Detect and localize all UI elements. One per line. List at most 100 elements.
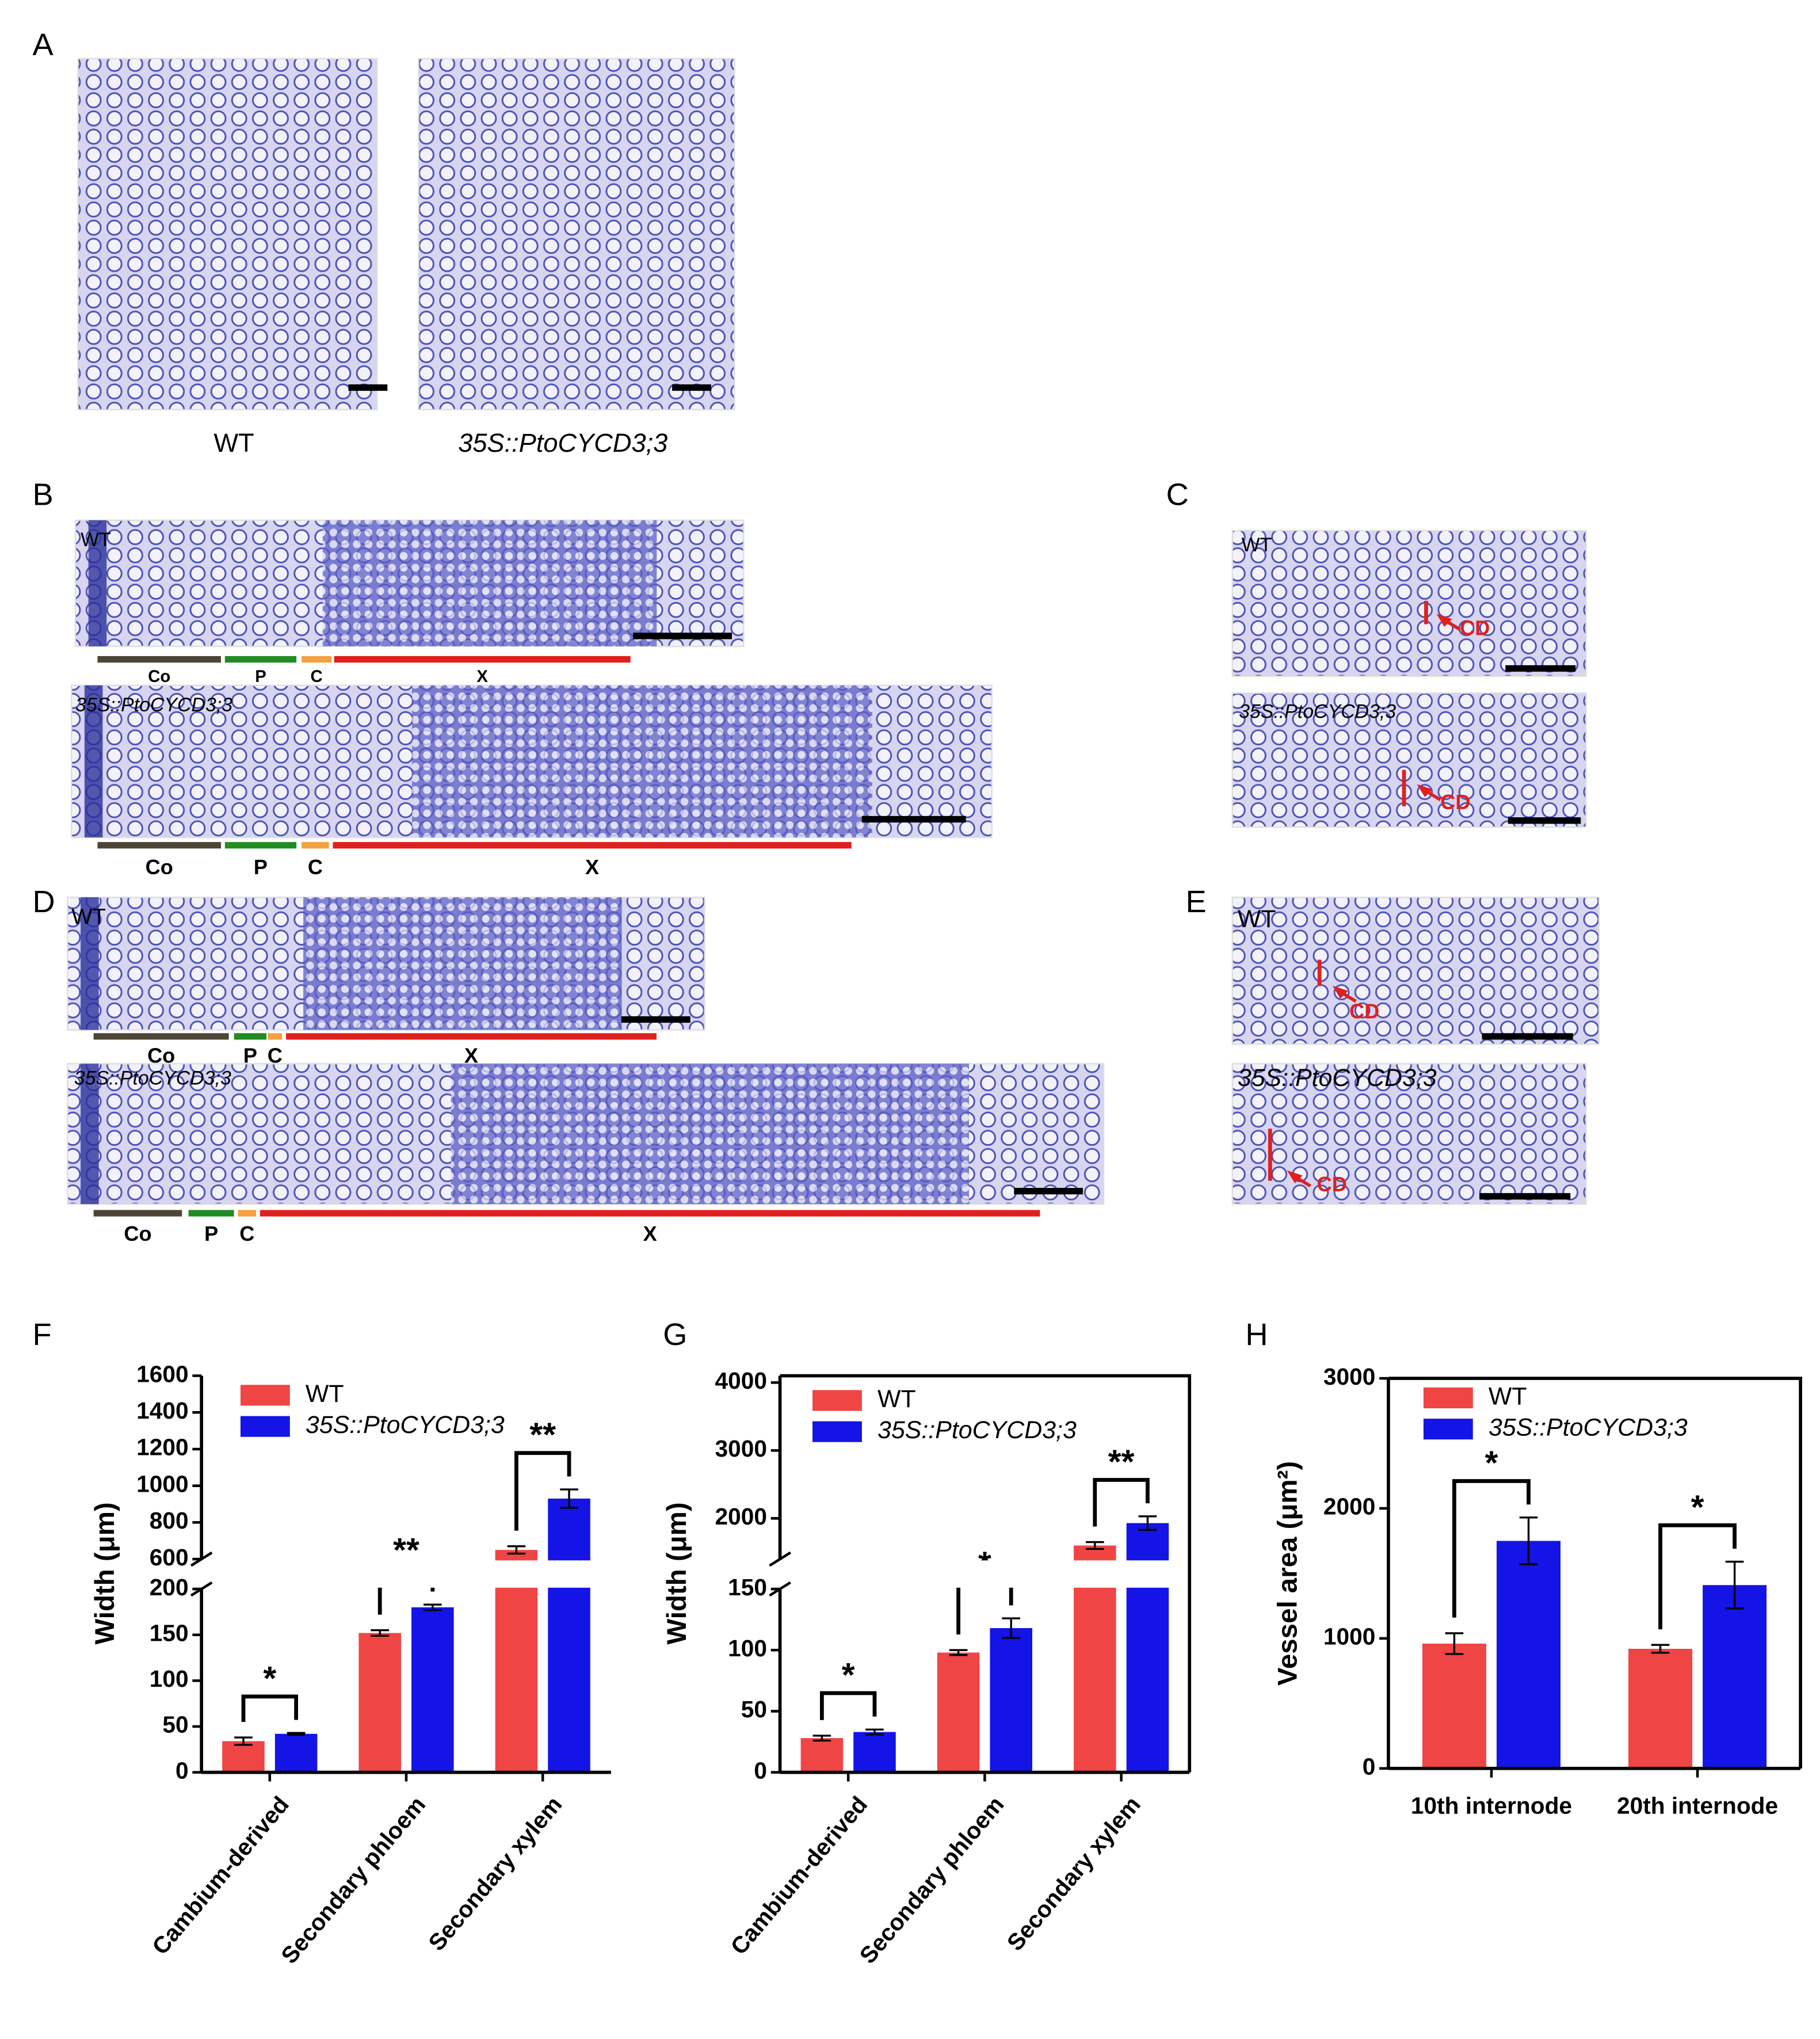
y-axis-label: Vessel area (μm²) bbox=[1273, 1461, 1303, 1686]
cd-arrow-shaft bbox=[1342, 992, 1357, 1003]
legend-label: WT bbox=[1489, 1382, 1527, 1410]
significance-bracket bbox=[1658, 1523, 1737, 1630]
y-tick-label: 50 bbox=[162, 1712, 188, 1738]
x-tick-label: Secondary phloem bbox=[854, 1791, 1009, 1968]
image-label: 35S::PtoCYCD3;3 bbox=[458, 428, 667, 458]
error-bar bbox=[560, 1488, 578, 1509]
panel-label: H bbox=[1245, 1317, 1268, 1352]
zone-label: C bbox=[311, 667, 323, 686]
cortex-strip bbox=[88, 520, 107, 647]
x-tick-label: Cambium-derived bbox=[147, 1791, 294, 1960]
legend-swatch bbox=[240, 1416, 290, 1437]
bar bbox=[1497, 1541, 1561, 1769]
error-bar bbox=[949, 1649, 968, 1656]
axis-break-gap bbox=[766, 1560, 1192, 1588]
y-tick-label: 2000 bbox=[1323, 1493, 1375, 1520]
image-label: WT bbox=[71, 904, 106, 929]
y-tick-label: 0 bbox=[754, 1757, 767, 1783]
y-tick-label: 1200 bbox=[136, 1434, 188, 1461]
error-bar bbox=[1138, 1515, 1157, 1531]
y-tick-label: 0 bbox=[175, 1757, 189, 1783]
significance-bracket bbox=[956, 1580, 1013, 1635]
cd-arrow bbox=[1332, 985, 1348, 999]
bar bbox=[937, 1652, 980, 1773]
significance-label: * bbox=[842, 1656, 855, 1694]
y-tick-label: 200 bbox=[150, 1574, 189, 1600]
error-bar bbox=[1725, 1560, 1744, 1610]
significance-label: ** bbox=[529, 1416, 556, 1454]
plot-frame bbox=[1388, 1377, 1802, 1769]
image-label: 35S::PtoCYCD3;3 bbox=[1239, 700, 1396, 722]
bar bbox=[548, 1498, 590, 1773]
significance-bracket bbox=[241, 1694, 298, 1722]
image-label: WT bbox=[1242, 534, 1272, 556]
panel-label: D bbox=[32, 885, 55, 919]
y-tick-label: 0 bbox=[1363, 1754, 1376, 1780]
error-bar bbox=[371, 1629, 390, 1637]
error-bar bbox=[865, 1728, 884, 1736]
y-tick-label: 3000 bbox=[715, 1435, 767, 1462]
zone-label: X bbox=[464, 1044, 478, 1068]
micrograph bbox=[1231, 1063, 1587, 1205]
cd-arrow-shaft bbox=[1296, 1176, 1311, 1188]
legend-swatch bbox=[1423, 1419, 1473, 1440]
zone-label: Co bbox=[147, 1044, 175, 1068]
micrograph bbox=[1231, 692, 1587, 828]
micrograph bbox=[77, 58, 378, 411]
micrograph bbox=[418, 58, 735, 411]
x-tick-label: 10th internode bbox=[1411, 1792, 1572, 1819]
y-tick-label: 100 bbox=[728, 1635, 767, 1661]
y-tick-label: 150 bbox=[728, 1574, 767, 1600]
x-tick-label: Secondary xylem bbox=[423, 1791, 567, 1956]
image-label: 35S::PtoCYCD3;3 bbox=[1238, 1064, 1437, 1092]
zone-label: P bbox=[204, 1222, 218, 1245]
error-bar bbox=[1002, 1617, 1021, 1639]
significance-label: * bbox=[1691, 1489, 1704, 1526]
significance-bracket bbox=[1452, 1479, 1531, 1618]
cd-arrow bbox=[1287, 1170, 1303, 1184]
image-label: CD bbox=[1317, 1172, 1347, 1196]
error-bar bbox=[507, 1545, 526, 1555]
zone-label: P bbox=[254, 855, 268, 879]
significance-label: * bbox=[263, 1660, 276, 1697]
legend-label: 35S::PtoCYCD3;3 bbox=[1489, 1414, 1688, 1442]
cd-arrow bbox=[1436, 613, 1452, 627]
legend-swatch bbox=[1423, 1387, 1473, 1409]
y-axis-label: Width (μm) bbox=[662, 1502, 692, 1644]
cd-arrow-shaft bbox=[1446, 620, 1461, 631]
image-label: CD bbox=[1460, 616, 1490, 639]
x-tick-label: Cambium-derived bbox=[725, 1791, 872, 1960]
y-tick-label: 150 bbox=[150, 1619, 189, 1646]
significance-label: * bbox=[1485, 1445, 1498, 1482]
bar bbox=[358, 1633, 401, 1773]
significance-label: ** bbox=[1108, 1443, 1135, 1481]
zone-label: C bbox=[268, 1044, 283, 1068]
y-tick-label: 1600 bbox=[136, 1360, 188, 1387]
y-tick-label: 50 bbox=[741, 1696, 767, 1722]
zone-label: C bbox=[308, 855, 323, 879]
panel-label: G bbox=[663, 1317, 687, 1352]
significance-bracket bbox=[819, 1691, 877, 1720]
panel-label: A bbox=[32, 28, 54, 62]
zone-label: P bbox=[255, 667, 266, 686]
error-bar bbox=[1651, 1644, 1670, 1654]
image-label: WT bbox=[81, 529, 111, 551]
zone-label: P bbox=[243, 1044, 257, 1068]
y-tick-label: 100 bbox=[150, 1665, 189, 1692]
error-bar bbox=[1445, 1632, 1464, 1655]
image-label: 35S::PtoCYCD3;3 bbox=[75, 694, 232, 716]
image-label: CD bbox=[1349, 1000, 1379, 1023]
cortex-strip bbox=[81, 1064, 99, 1205]
y-tick-label: 1000 bbox=[1323, 1623, 1375, 1650]
legend-label: 35S::PtoCYCD3;3 bbox=[306, 1411, 505, 1439]
xylem-region bbox=[412, 685, 872, 838]
xylem-region bbox=[303, 897, 622, 1030]
x-tick-label: Secondary phloem bbox=[276, 1791, 430, 1968]
significance-bracket bbox=[514, 1451, 571, 1531]
y-axis-label: Width (μm) bbox=[90, 1502, 120, 1644]
image-label: WT bbox=[214, 428, 254, 458]
legend-swatch bbox=[812, 1421, 862, 1442]
zone-label: X bbox=[643, 1222, 657, 1245]
